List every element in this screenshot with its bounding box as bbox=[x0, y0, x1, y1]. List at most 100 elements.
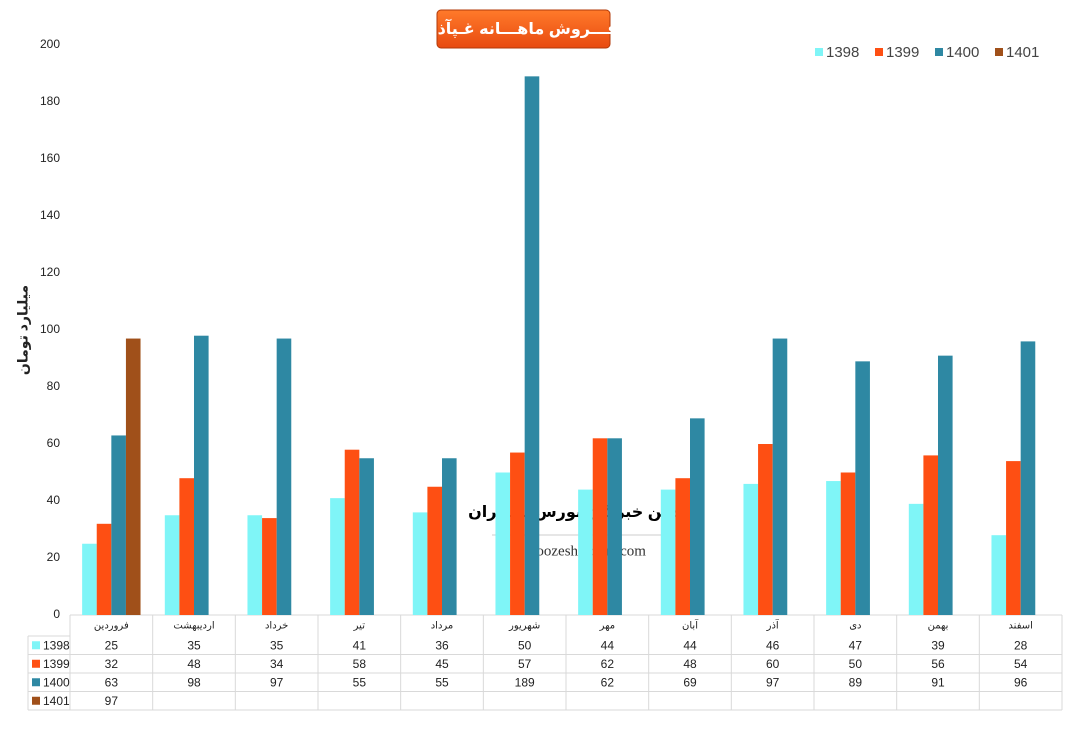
bar bbox=[276, 338, 292, 615]
bar bbox=[855, 361, 870, 615]
table-value: 48 bbox=[683, 657, 697, 671]
bar bbox=[675, 478, 690, 615]
table-series-name: 1401 bbox=[43, 694, 70, 708]
table-value: 28 bbox=[1014, 638, 1028, 652]
bar bbox=[1006, 461, 1021, 615]
table-value: 189 bbox=[515, 675, 535, 689]
table-value: 91 bbox=[931, 675, 945, 689]
bar bbox=[660, 489, 676, 615]
table-value: 32 bbox=[105, 657, 119, 671]
table-value: 47 bbox=[849, 638, 863, 652]
x-tick-label: فروردین bbox=[94, 621, 129, 632]
bar bbox=[344, 449, 360, 615]
table-value: 41 bbox=[353, 638, 367, 652]
legend-label: 1398 bbox=[826, 44, 859, 61]
table-value: 45 bbox=[435, 657, 449, 671]
table-series-name: 1400 bbox=[43, 675, 70, 689]
bar bbox=[164, 515, 180, 615]
x-tick-label: تیر bbox=[353, 621, 366, 632]
table-key bbox=[32, 641, 40, 650]
table-value: 96 bbox=[1014, 675, 1028, 689]
table-value: 44 bbox=[683, 638, 697, 652]
bar bbox=[510, 452, 525, 615]
y-tick-label: 100 bbox=[40, 322, 60, 336]
y-axis-label: میلیارد تومان bbox=[15, 285, 32, 375]
table-value: 63 bbox=[105, 675, 119, 689]
bar bbox=[359, 458, 374, 615]
table-value: 97 bbox=[766, 675, 780, 689]
bar bbox=[607, 438, 622, 615]
table-value: 25 bbox=[105, 638, 119, 652]
table-value: 44 bbox=[601, 638, 615, 652]
table-value: 34 bbox=[270, 657, 284, 671]
table-value: 56 bbox=[931, 657, 945, 671]
table-value: 50 bbox=[518, 638, 532, 652]
table-value: 57 bbox=[518, 657, 532, 671]
table-value: 54 bbox=[1014, 657, 1028, 671]
bar bbox=[690, 418, 705, 615]
legend-swatch bbox=[995, 48, 1003, 56]
title-box bbox=[436, 9, 611, 49]
table-value: 62 bbox=[601, 657, 615, 671]
x-tick-label: شهریور bbox=[508, 621, 540, 632]
table-value: 97 bbox=[105, 694, 119, 708]
y-tick-label: 40 bbox=[47, 493, 61, 507]
table-value: 46 bbox=[766, 638, 780, 652]
legend-swatch bbox=[815, 48, 823, 56]
table-value: 48 bbox=[187, 657, 201, 671]
bar bbox=[991, 535, 1007, 615]
x-tick-label: خرداد bbox=[265, 621, 288, 632]
bar bbox=[125, 338, 141, 615]
bar bbox=[840, 472, 856, 615]
table-value: 35 bbox=[270, 638, 284, 652]
table-value: 97 bbox=[270, 675, 284, 689]
chart-title: فـــروش ماهـــانه غـپآذر bbox=[427, 18, 617, 39]
table-value: 50 bbox=[849, 657, 863, 671]
y-tick-label: 0 bbox=[53, 607, 60, 621]
bar bbox=[262, 518, 277, 615]
bar bbox=[826, 481, 841, 615]
table-value: 35 bbox=[187, 638, 201, 652]
bar bbox=[578, 489, 593, 615]
table-key bbox=[32, 696, 40, 705]
bar bbox=[938, 355, 953, 615]
y-tick-label: 160 bbox=[40, 151, 60, 165]
bar bbox=[82, 543, 97, 615]
bar bbox=[194, 335, 209, 615]
y-tick-label: 120 bbox=[40, 265, 60, 279]
x-tick-label: آذر bbox=[766, 619, 780, 632]
x-tick-label: بهمن bbox=[928, 621, 949, 632]
y-tick-label: 140 bbox=[40, 208, 60, 222]
table-value: 36 bbox=[435, 638, 449, 652]
bar bbox=[111, 435, 126, 615]
table-value: 69 bbox=[683, 675, 697, 689]
bar bbox=[908, 503, 924, 615]
legend-label: 1400 bbox=[946, 44, 979, 61]
table-value: 58 bbox=[353, 657, 367, 671]
legend-label: 1399 bbox=[886, 44, 919, 61]
legend-swatch bbox=[935, 48, 943, 56]
y-tick-label: 20 bbox=[47, 550, 61, 564]
y-tick-label: 60 bbox=[47, 436, 61, 450]
bar bbox=[758, 444, 773, 615]
bar bbox=[524, 76, 540, 616]
x-tick-label: دی bbox=[849, 621, 861, 632]
table-key bbox=[32, 659, 40, 668]
bar bbox=[247, 515, 263, 615]
table-value: 89 bbox=[849, 675, 863, 689]
bar bbox=[772, 338, 788, 615]
bar bbox=[442, 458, 457, 615]
y-tick-label: 200 bbox=[40, 37, 60, 51]
bar bbox=[179, 478, 194, 615]
bar bbox=[96, 523, 112, 615]
bar bbox=[923, 455, 938, 615]
legend-swatch bbox=[875, 48, 883, 56]
bar bbox=[495, 472, 511, 615]
bar bbox=[743, 483, 759, 615]
bar bbox=[1020, 341, 1036, 615]
x-tick-label: اسفند bbox=[1008, 621, 1032, 632]
x-tick-label: آبان bbox=[682, 619, 699, 632]
bar bbox=[412, 512, 428, 615]
